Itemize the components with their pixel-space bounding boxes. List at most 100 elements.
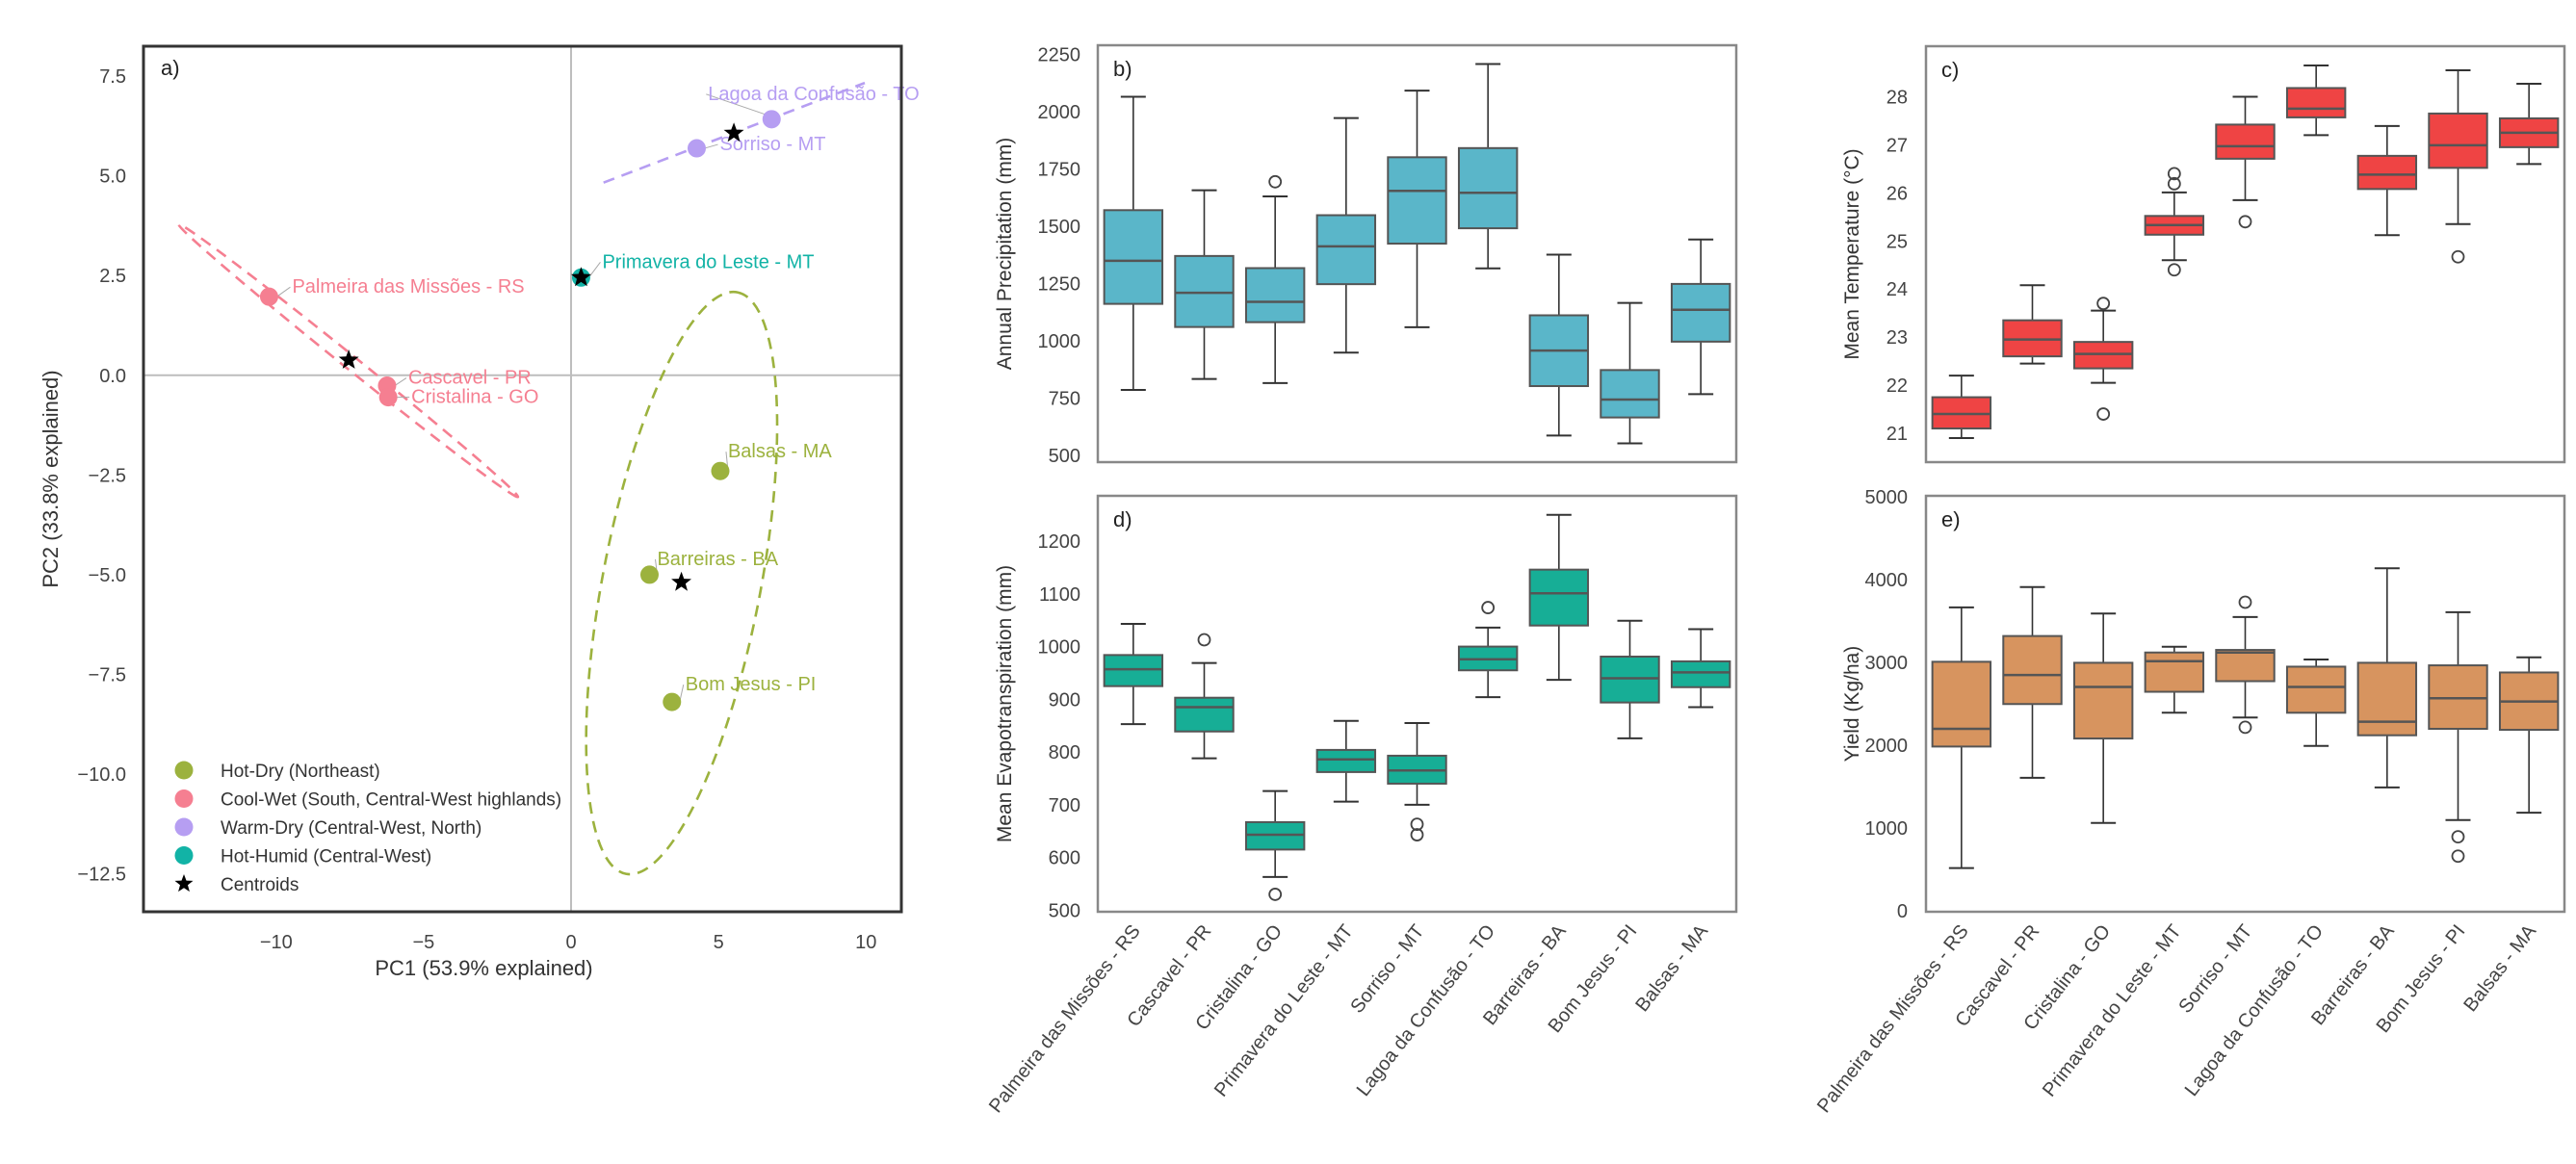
legend-swatch xyxy=(174,789,194,808)
x-axis-title: PC1 (53.9% explained) xyxy=(375,956,592,980)
y-tick-label: 2000 xyxy=(1038,102,1081,123)
box-4 xyxy=(1315,719,1377,803)
panel-label: d) xyxy=(1113,507,1132,531)
site-point xyxy=(378,388,398,407)
y-tick-label: −5.0 xyxy=(89,565,126,586)
y-tick-label: 1200 xyxy=(1038,531,1081,553)
box-5 xyxy=(1387,721,1447,841)
y-tick-label: 1750 xyxy=(1038,159,1081,180)
box-iqr xyxy=(1600,655,1660,704)
y-tick-label: 23 xyxy=(1886,327,1908,349)
y-tick-label: 500 xyxy=(1049,900,1080,921)
box-iqr xyxy=(1670,282,1731,343)
y-tick-label: 22 xyxy=(1886,375,1908,397)
box-5 xyxy=(2215,595,2276,735)
box-2 xyxy=(1174,189,1235,380)
y-tick-label: 1100 xyxy=(1039,584,1080,606)
outlier-point xyxy=(1410,817,1424,832)
box-3 xyxy=(2072,612,2134,824)
centroid-star xyxy=(671,571,691,591)
site-point xyxy=(663,692,682,711)
y-tick-label: −2.5 xyxy=(89,465,126,486)
y-tick-label: 24 xyxy=(1886,279,1908,300)
box-5 xyxy=(2215,95,2276,229)
box-iqr xyxy=(2428,112,2488,169)
site-label: Lagoa da Confusão - TO xyxy=(708,84,919,105)
box-2 xyxy=(2002,585,2063,779)
box-6 xyxy=(1457,601,1519,699)
panel-label: c) xyxy=(1941,58,1959,82)
legend-swatch xyxy=(174,846,194,865)
box-4 xyxy=(2144,167,2205,277)
outlier-point xyxy=(2238,720,2252,735)
box-iqr xyxy=(1244,267,1306,323)
x-tick-label: 5 xyxy=(714,932,724,953)
box-iqr xyxy=(1103,654,1164,687)
outlier-point xyxy=(2451,849,2465,864)
legend-label: Hot-Humid (Central-West) xyxy=(221,847,431,867)
box-8 xyxy=(1600,619,1660,739)
site-label: Primavera do Leste - MT xyxy=(602,251,814,272)
box-iqr xyxy=(2144,651,2205,693)
y-tick-label: 0 xyxy=(1897,901,1908,922)
x-tick-label: 10 xyxy=(855,932,876,953)
outlier-point xyxy=(1481,601,1496,614)
y-tick-label: 700 xyxy=(1049,795,1080,816)
y-tick-label: 25 xyxy=(1886,231,1908,252)
box-9 xyxy=(1670,628,1731,709)
outlier-point xyxy=(1268,888,1283,901)
label-leader-line xyxy=(394,377,407,386)
y-axis-title: Mean Temperature (°C) xyxy=(1841,148,1863,359)
site-label: Cristalina - GO xyxy=(411,387,538,408)
outlier-point xyxy=(2451,249,2465,264)
y-tick-label: 600 xyxy=(1049,848,1080,869)
box-9 xyxy=(2498,656,2560,815)
box-iqr xyxy=(1174,254,1235,328)
site-point xyxy=(687,139,706,158)
y-tick-label: 26 xyxy=(1886,183,1908,204)
site-label: Cascavel - PR xyxy=(408,368,532,389)
outlier-point xyxy=(1268,174,1283,189)
y-tick-label: 500 xyxy=(1049,446,1080,467)
outlier-point xyxy=(2167,176,2181,191)
x-tick-label: −10 xyxy=(260,932,293,953)
y-tick-label: 7.5 xyxy=(99,66,126,88)
x-category-label: Lagoa da Confusão - TO xyxy=(1353,921,1499,1100)
label-leader-line xyxy=(704,143,718,149)
box-6 xyxy=(1457,63,1519,270)
y-tick-label: 3000 xyxy=(1865,653,1909,674)
x-category-label: Balsas - MA xyxy=(1631,920,1712,1016)
outlier-point xyxy=(2451,830,2465,844)
box-iqr xyxy=(2215,649,2276,683)
panel-c-boxplot: c) 21 22 23 24 25 26 27 28 Mean Temperature (°C) xyxy=(1841,44,2566,464)
y-tick-label: 28 xyxy=(1886,87,1908,108)
box-7 xyxy=(2356,124,2418,237)
box-1 xyxy=(1103,623,1164,726)
outlier-point xyxy=(2238,215,2252,229)
box-iqr xyxy=(2285,87,2347,118)
x-category-label: Primavera do Leste - MT xyxy=(2039,921,2186,1101)
box-iqr xyxy=(1528,568,1590,627)
y-axis-title: Mean Evapotranspiration (mm) xyxy=(994,565,1016,842)
outlier-point xyxy=(2167,167,2181,181)
panel-e-boxplot: e) 0 1000 2000 3000 4000 5000 Yield (Kg/ha) Palm… xyxy=(1813,487,2566,1117)
y-tick-label: −7.5 xyxy=(89,665,126,686)
y-tick-label: 21 xyxy=(1886,424,1908,445)
box-3 xyxy=(1244,789,1306,901)
legend-swatch xyxy=(174,817,194,837)
y-tick-label: 1000 xyxy=(1038,637,1081,659)
y-axis-title: PC2 (33.8% explained) xyxy=(39,370,63,587)
outlier-point xyxy=(2238,595,2252,609)
x-category-label: Sorriso - MT xyxy=(2174,921,2256,1018)
y-tick-label: 2.5 xyxy=(99,266,126,287)
centroid-star xyxy=(338,349,359,369)
site-label: Barreiras - BA xyxy=(657,549,778,570)
legend-label: Cool-Wet (South, Central-West highlands) xyxy=(221,790,561,811)
x-tick-label: 0 xyxy=(565,932,576,953)
confidence-ellipse xyxy=(585,290,779,876)
box-3 xyxy=(2072,297,2134,421)
centroid-star xyxy=(723,122,744,142)
box-iqr xyxy=(1387,156,1447,246)
box-iqr xyxy=(1931,660,1992,748)
box-1 xyxy=(1931,375,1992,440)
